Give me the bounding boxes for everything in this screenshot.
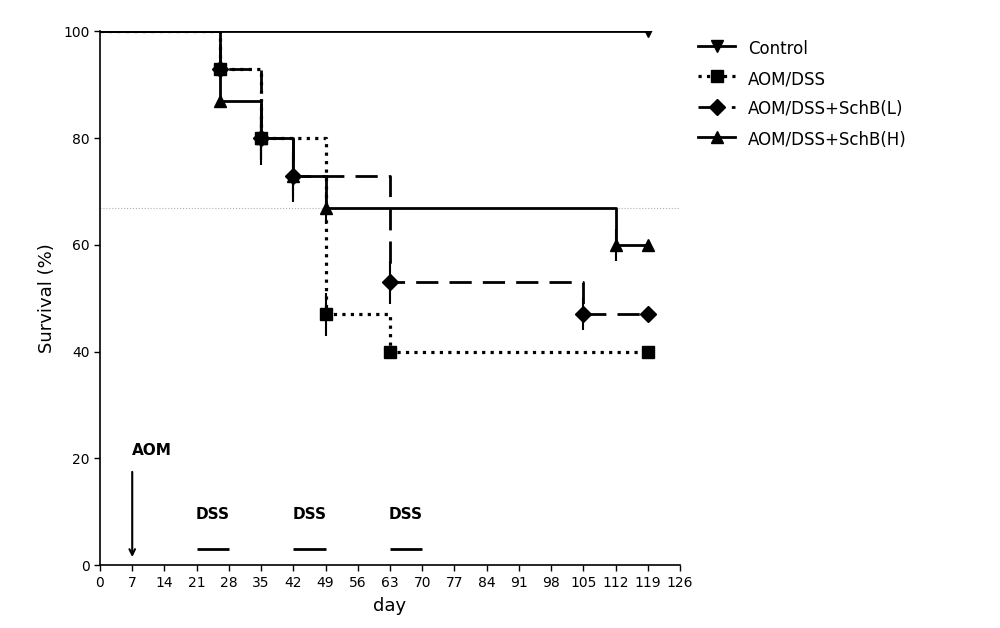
Text: DSS: DSS bbox=[292, 507, 326, 522]
Text: DSS: DSS bbox=[389, 507, 423, 522]
Text: AOM: AOM bbox=[132, 443, 172, 458]
Y-axis label: Survival (%): Survival (%) bbox=[38, 244, 56, 353]
Legend: Control, AOM/DSS, AOM/DSS+SchB(L), AOM/DSS+SchB(H): Control, AOM/DSS, AOM/DSS+SchB(L), AOM/D… bbox=[692, 31, 914, 156]
Text: DSS: DSS bbox=[196, 507, 230, 522]
X-axis label: day: day bbox=[373, 597, 407, 615]
